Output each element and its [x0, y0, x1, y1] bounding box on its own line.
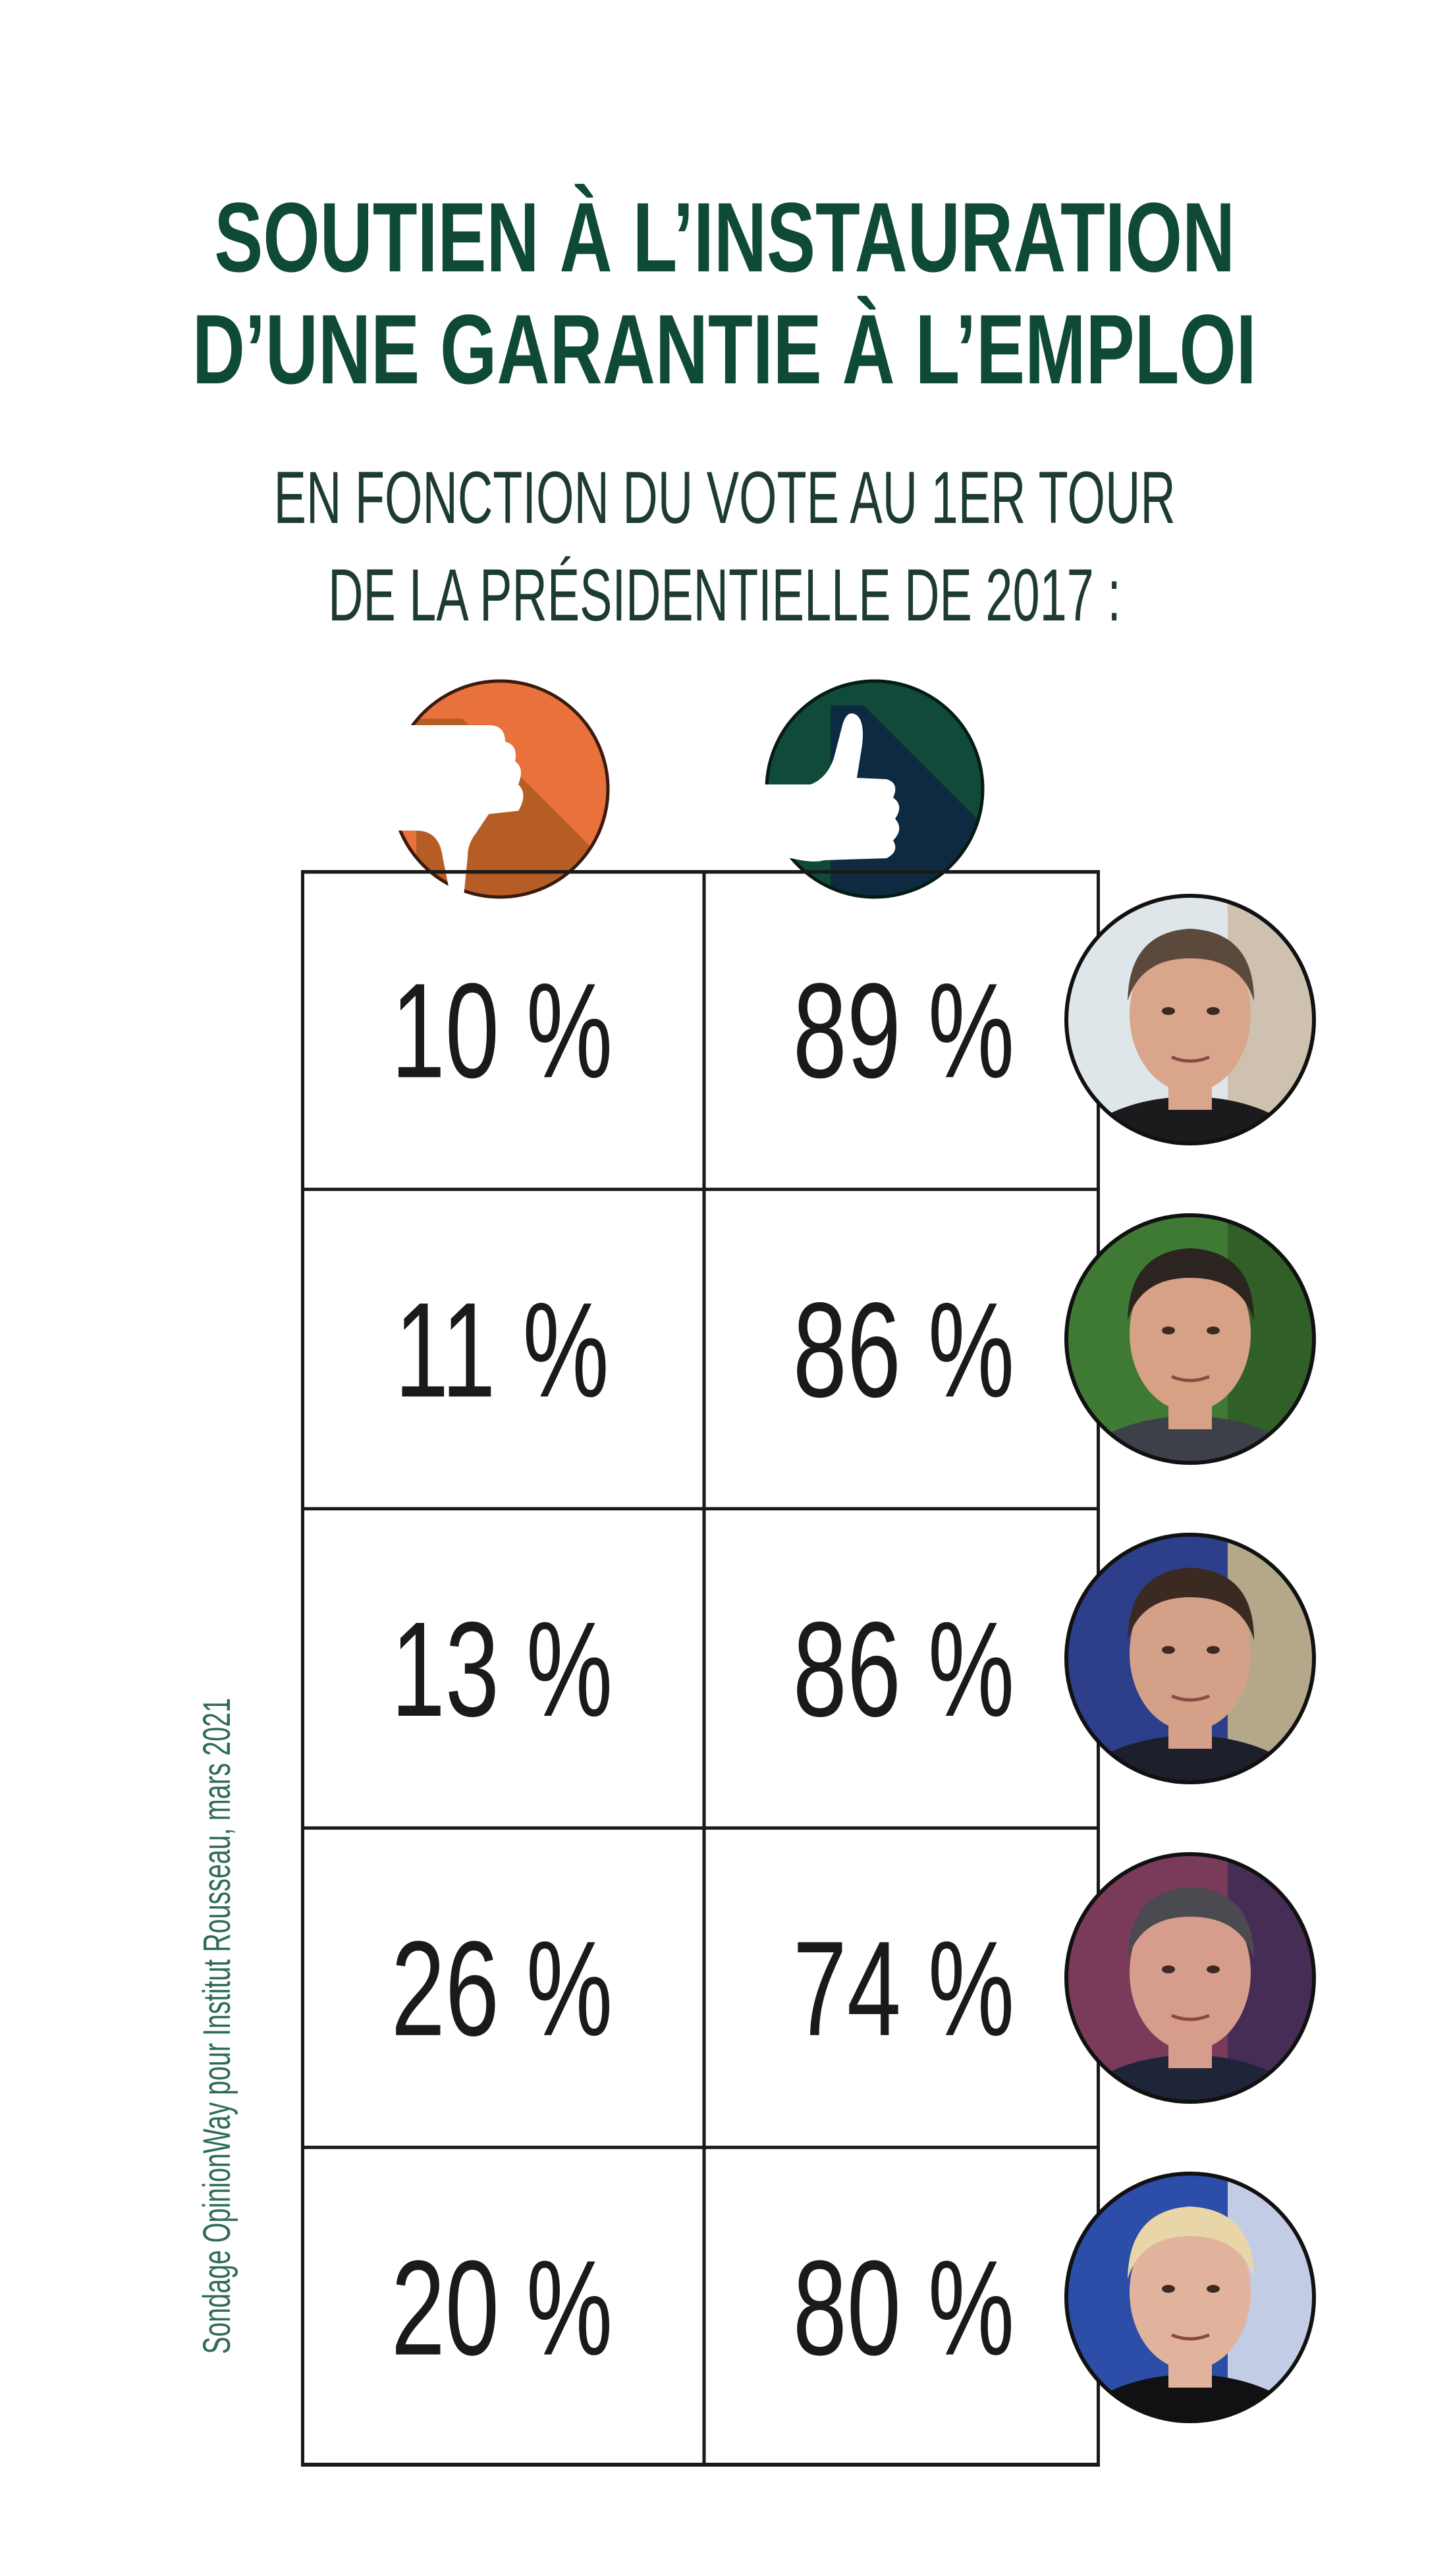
for-value-cell: 86 %: [793, 1274, 1014, 1425]
for-value-cell: 80 %: [793, 2232, 1014, 2384]
source-note: Sondage OpinionWay pour Institut Roussea…: [196, 1544, 238, 2509]
title-line-2: D’UNE GARANTIE À L’EMPLOI: [0, 300, 1449, 398]
subtitle-line-1-text: EN FONCTION DU VOTE AU 1ER TOUR: [273, 456, 1176, 539]
candidate-portrait-3: [1064, 1533, 1316, 1784]
against-value-cell: 13 %: [391, 1593, 613, 1745]
for-value-cell: 74 %: [793, 1913, 1014, 2064]
thumbs-up-icon: [765, 679, 985, 899]
candidate-portrait-5: [1064, 2171, 1316, 2423]
subtitle-line-2-text: DE LA PRÉSIDENTIELLE DE 2017 :: [328, 554, 1121, 636]
subtitle-line-2: DE LA PRÉSIDENTIELLE DE 2017 :: [0, 559, 1449, 632]
for-value-cell: 86 %: [793, 1593, 1014, 1745]
thumbs-down-hand: [390, 725, 524, 898]
against-value-cell: 20 %: [391, 2232, 613, 2384]
thumbs-down-icon: [390, 679, 610, 899]
against-value-cell: 10 %: [391, 954, 613, 1106]
title-line-2-text: D’UNE GARANTIE À L’EMPLOI: [192, 294, 1257, 404]
thumbs-up-hand: [765, 713, 900, 862]
table-cell-texts: 10 % 89 % 11 % 86 % 13 % 86 % 26 % 74 % 20 % 80 %: [391, 954, 1014, 2383]
candidate-portrait-2: [1064, 1213, 1316, 1466]
against-value-cell: 11 %: [395, 1274, 609, 1425]
results-table: 10 % 89 % 11 % 86 % 13 % 86 % 26 % 74 % 20 % 80 %: [301, 870, 1100, 2467]
subtitle-line-1: EN FONCTION DU VOTE AU 1ER TOUR: [0, 461, 1449, 535]
against-value-cell: 26 %: [391, 1913, 613, 2064]
candidate-portrait-1: [1064, 894, 1316, 1146]
title-line-1-text: SOUTIEN À L’INSTAURATION: [214, 182, 1235, 292]
title-line-1: SOUTIEN À L’INSTAURATION: [0, 188, 1449, 287]
for-value-cell: 89 %: [793, 954, 1014, 1106]
source-note-text: Sondage OpinionWay pour Institut Roussea…: [196, 1697, 238, 2355]
candidate-portrait-4: [1064, 1851, 1316, 2104]
